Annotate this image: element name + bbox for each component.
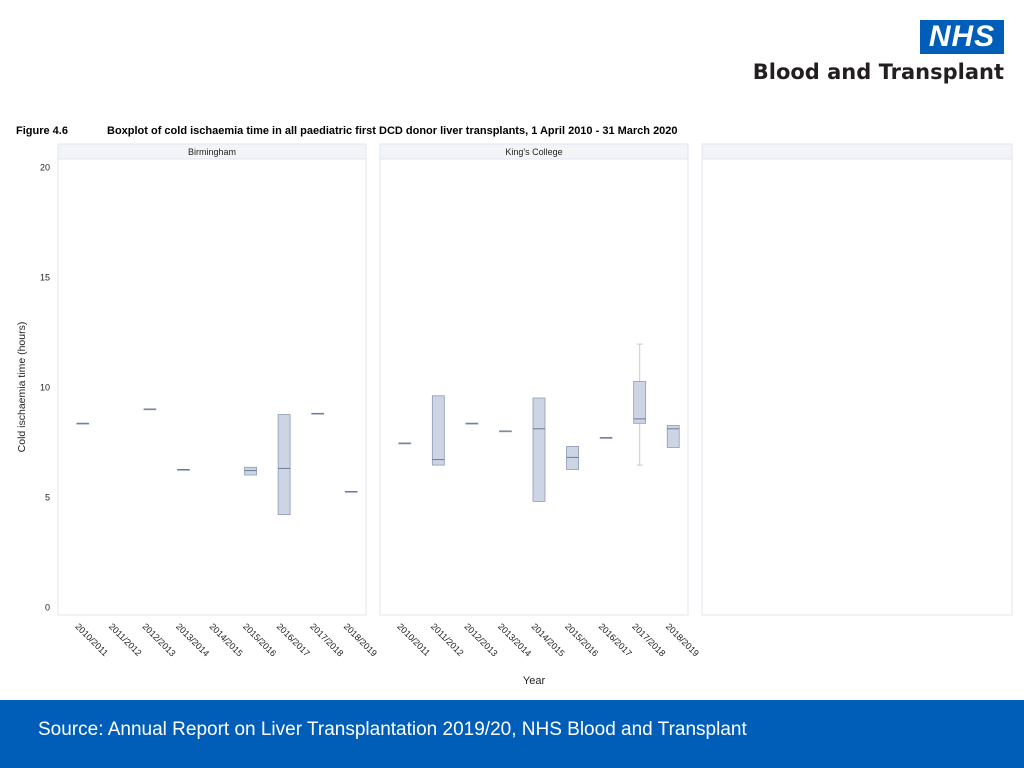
y-tick-label: 10	[40, 383, 50, 393]
y-axis-label: Cold ischaemia time (hours)	[16, 322, 28, 453]
boxplot-chart: Cold ischaemia time (hours) 0 5 10 15 20 Birmi…	[16, 143, 1013, 687]
x-tick-label: 2015/2016	[241, 621, 278, 658]
org-name: Blood and Transplant	[752, 60, 1004, 84]
x-tick-label: 2010/2011	[395, 621, 432, 658]
figure-label: Figure 4.6	[16, 125, 68, 137]
panel-title: King's College	[505, 147, 562, 157]
figure-title: Boxplot of cold ischaemia time in all pa…	[107, 125, 678, 137]
x-tick-label: 2011/2012	[107, 621, 144, 658]
footer-bar: Source: Annual Report on Liver Transplan…	[0, 700, 1024, 768]
x-tick-label: 2012/2013	[462, 621, 499, 658]
box-iqr	[244, 466, 257, 476]
panel-title: Birmingham	[188, 147, 236, 157]
box-iqr	[633, 381, 647, 424]
x-tick-label: 2018/2019	[342, 621, 379, 658]
x-tick-label: 2010/2011	[73, 621, 110, 658]
box-iqr	[566, 445, 579, 470]
x-tick-label: 2015/2016	[563, 621, 600, 658]
nhs-logo-mark: NHS	[920, 20, 1004, 54]
panel-strip	[701, 143, 1013, 160]
box-iqr	[277, 414, 291, 515]
y-tick-label: 20	[40, 163, 50, 173]
y-tick-label: 5	[45, 493, 50, 503]
x-tick-label: 2014/2015	[208, 621, 245, 658]
box-iqr	[431, 395, 445, 466]
box-iqr	[532, 397, 546, 502]
x-tick-label: 2013/2014	[496, 621, 533, 658]
panel-frame	[57, 158, 367, 616]
panel-frame	[701, 158, 1013, 616]
nhsbt-logo: NHS Blood and Transplant	[753, 20, 1004, 90]
x-tick-label: 2016/2017	[275, 621, 312, 658]
y-tick-label: 15	[40, 273, 50, 283]
x-tick-label: 2013/2014	[174, 621, 211, 658]
y-tick-label: 0	[45, 603, 50, 613]
x-tick-label: 2012/2013	[140, 621, 177, 658]
x-tick-label: 2017/2018	[308, 621, 345, 658]
x-tick-label: 2017/2018	[630, 621, 667, 658]
source-citation: Source: Annual Report on Liver Transplan…	[38, 719, 747, 740]
x-tick-label: 2016/2017	[597, 621, 634, 658]
x-tick-label: 2011/2012	[429, 621, 466, 658]
x-tick-label: 2018/2019	[664, 621, 701, 658]
x-axis-label: Year	[523, 675, 546, 687]
x-tick-label: 2014/2015	[530, 621, 567, 658]
box-iqr	[666, 425, 680, 448]
